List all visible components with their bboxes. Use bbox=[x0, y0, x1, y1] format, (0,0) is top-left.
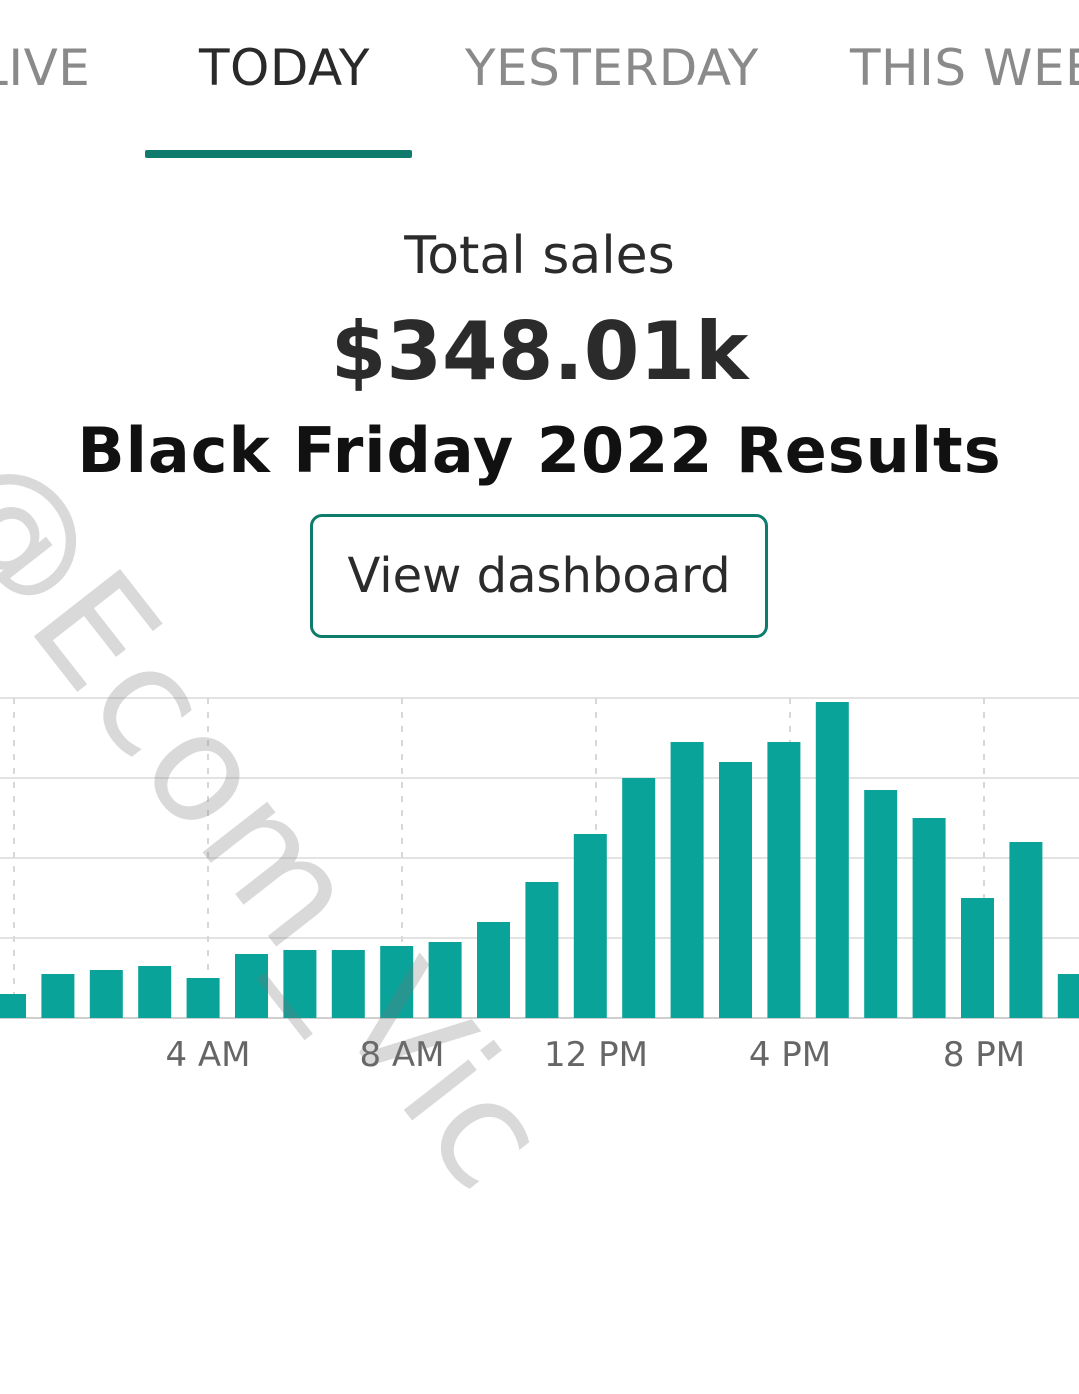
bar-hour-5 bbox=[235, 954, 268, 1018]
x-tick-label: 8 PM bbox=[943, 1035, 1025, 1075]
bar-hour-21 bbox=[1009, 842, 1043, 1018]
bar-hour-13 bbox=[622, 778, 656, 1018]
bar-hour-17 bbox=[815, 702, 849, 1018]
headline: Black Friday 2022 Results bbox=[77, 414, 1002, 487]
x-tick-label: 4 AM bbox=[165, 1035, 250, 1075]
bar-hour-20 bbox=[961, 898, 994, 1018]
bar-hour-4 bbox=[186, 978, 220, 1018]
bar-hour-3 bbox=[138, 966, 172, 1018]
bar-hour-1 bbox=[41, 974, 75, 1018]
tab-live[interactable]: LIVE bbox=[0, 39, 91, 97]
x-tick-label: 8 AM bbox=[359, 1035, 444, 1075]
bar-hour-15 bbox=[719, 762, 752, 1018]
bar-hour-18 bbox=[864, 790, 898, 1018]
tab-today[interactable]: TODAY bbox=[199, 39, 370, 97]
bar-hour-16 bbox=[767, 742, 801, 1018]
bar-hour-7 bbox=[331, 950, 365, 1018]
bar-hour-19 bbox=[912, 818, 946, 1018]
tab-yesterday[interactable]: YESTERDAY bbox=[465, 39, 759, 97]
tab-this-week[interactable]: THIS WEEK bbox=[850, 39, 1079, 97]
bar-hour-10 bbox=[477, 922, 510, 1018]
x-tick-label: 12 PM bbox=[544, 1035, 648, 1075]
bar-hour-9 bbox=[428, 942, 462, 1018]
active-tab-indicator bbox=[145, 150, 412, 158]
x-tick-label: 4 PM bbox=[749, 1035, 831, 1075]
chart-grid bbox=[0, 697, 1079, 1019]
bar-hour-0 bbox=[0, 994, 26, 1018]
bar-hour-8 bbox=[380, 946, 414, 1018]
chart-bars bbox=[0, 702, 1079, 1018]
bar-hour-6 bbox=[283, 950, 317, 1018]
total-sales-label: Total sales bbox=[404, 226, 675, 286]
bar-hour-22 bbox=[1057, 974, 1079, 1018]
bar-hour-2 bbox=[89, 970, 123, 1018]
bar-hour-12 bbox=[573, 834, 607, 1018]
chart-x-ticks: 4 AM 8 AM 12 PM 4 PM 8 PM bbox=[165, 1035, 1025, 1075]
sales-bar-chart: 4 AM 8 AM 12 PM 4 PM 8 PM bbox=[0, 697, 1079, 1075]
period-tabs: LIVE TODAY YESTERDAY THIS WEEK bbox=[0, 0, 1079, 160]
total-sales-value: $348.01k bbox=[330, 305, 749, 398]
bar-hour-11 bbox=[525, 882, 559, 1018]
view-dashboard-button[interactable]: View dashboard bbox=[310, 514, 768, 638]
bar-hour-14 bbox=[670, 742, 704, 1018]
